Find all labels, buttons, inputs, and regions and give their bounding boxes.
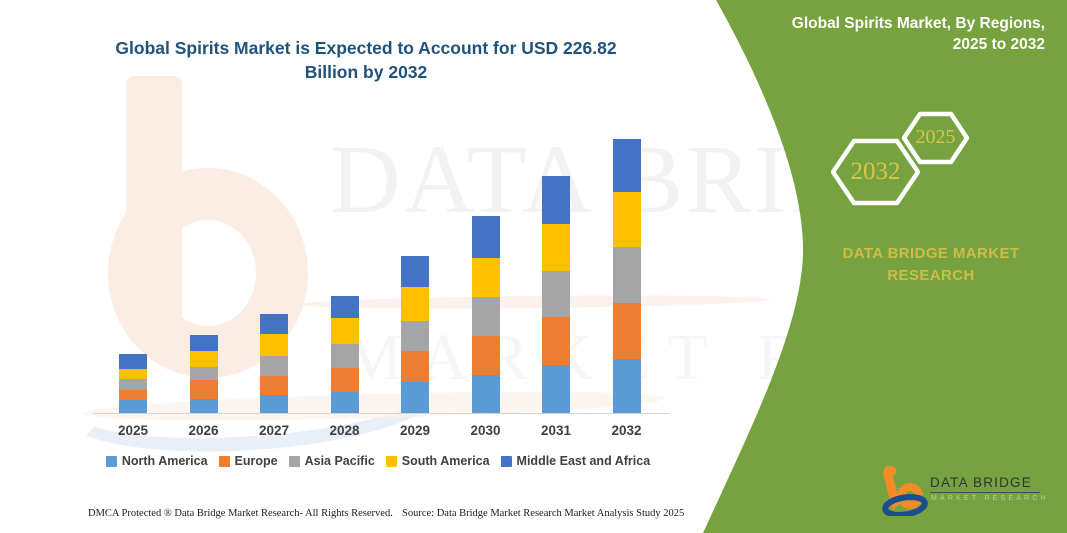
- legend-item-south-america: South America: [385, 454, 490, 468]
- bar-segment-2026-middle-east-and-africa: [189, 334, 218, 351]
- footer-source-text: Source: Data Bridge Market Research Mark…: [402, 508, 685, 519]
- bar-segment-2031-south-america: [542, 223, 570, 271]
- bar-segment-2025-south-america: [119, 368, 147, 380]
- bar-segment-2032-asia-pacific: [612, 246, 641, 303]
- panel-heading-line1: Global Spirits Market, By Regions,: [791, 15, 1045, 32]
- legend-marker-north-america: [105, 455, 117, 467]
- bar-segment-2031-asia-pacific: [542, 270, 570, 318]
- legend-label-north-america: North America: [121, 454, 208, 468]
- panel-heading: Global Spirits Market, By Regions, 2025 …: [745, 13, 1045, 55]
- legend-marker-asia-pacific: [288, 455, 300, 467]
- bar-segment-2028-middle-east-and-africa: [330, 296, 359, 318]
- chart-title: Global Spirits Market is Expected to Acc…: [88, 36, 644, 84]
- bar-segment-2027-south-america: [260, 333, 288, 357]
- bar-segment-2029-europe: [401, 351, 429, 383]
- legend-item-europe: Europe: [218, 454, 278, 468]
- footer-dmca-text: DMCA Protected ® Data Bridge Market Rese…: [88, 508, 393, 519]
- bar-segment-2031-north-america: [542, 364, 570, 413]
- badge-year-2032: 2032: [850, 158, 901, 185]
- bar-segment-2031-europe: [542, 317, 570, 365]
- bar-segment-2030-south-america: [471, 258, 500, 298]
- x-axis-label-2032: 2032: [611, 423, 642, 438]
- bar-segment-2025-north-america: [119, 399, 147, 413]
- bar-segment-2026-south-america: [189, 350, 218, 367]
- bar-segment-2027-north-america: [260, 395, 288, 413]
- legend-item-north-america: North America: [105, 454, 208, 468]
- bar-segment-2032-north-america: [612, 358, 641, 413]
- bar-segment-2026-europe: [189, 380, 218, 399]
- bar-segment-2032-middle-east-and-africa: [612, 139, 641, 192]
- legend-item-middle-east-and-africa: Middle East and Africa: [500, 454, 651, 468]
- hexagon-badge-2032: [831, 138, 920, 206]
- legend-marker-middle-east-and-africa: [500, 455, 512, 467]
- x-axis-label-2031: 2031: [540, 423, 572, 438]
- x-axis-label-2030: 2030: [470, 423, 501, 438]
- bar-segment-2029-asia-pacific: [401, 321, 429, 352]
- bar-segment-2029-north-america: [401, 382, 429, 413]
- chart-legend: North America Europe Asia Pacific South Ame…: [82, 454, 674, 468]
- hexagon-badge-2025: [902, 111, 969, 165]
- logo-tagline: MARKET RESEARCH: [931, 495, 1049, 502]
- panel-brand-text: DATA BRIDGE MARKET RESEARCH: [833, 243, 1029, 287]
- x-axis-label-2026: 2026: [188, 423, 219, 438]
- bar-segment-2025-asia-pacific: [119, 379, 147, 390]
- bar-segment-2025-middle-east-and-africa: [119, 353, 147, 369]
- x-axis-line: [93, 413, 669, 414]
- panel-heading-line2: 2025 to 2032: [952, 36, 1045, 53]
- bar-segment-2028-asia-pacific: [330, 343, 359, 369]
- bar-segment-2027-asia-pacific: [260, 356, 288, 377]
- badge-year-2025: 2025: [915, 126, 956, 148]
- logo-wordmark: DATA BRIDGE: [930, 475, 1040, 493]
- bar-segment-2029-middle-east-and-africa: [401, 256, 429, 287]
- legend-item-asia-pacific: Asia Pacific: [288, 454, 375, 468]
- data-bridge-logo-icon: [882, 466, 928, 516]
- bar-segment-2026-north-america: [189, 398, 218, 413]
- chart-title-line2: Billion by 2032: [304, 62, 428, 82]
- legend-label-asia-pacific: Asia Pacific: [304, 454, 375, 468]
- bar-segment-2028-north-america: [330, 392, 359, 413]
- x-axis-label-2025: 2025: [117, 423, 149, 438]
- legend-label-europe: Europe: [234, 454, 278, 468]
- bar-segment-2030-middle-east-and-africa: [471, 216, 500, 259]
- x-axis-label-2029: 2029: [399, 423, 431, 438]
- legend-label-middle-east-and-africa: Middle East and Africa: [516, 454, 651, 468]
- bar-segment-2030-north-america: [471, 374, 500, 413]
- bar-segment-2030-asia-pacific: [471, 297, 500, 336]
- bar-segment-2027-middle-east-and-africa: [260, 314, 288, 334]
- chart-title-line1: Global Spirits Market is Expected to Acc…: [115, 38, 617, 58]
- x-axis-label-2027: 2027: [258, 423, 290, 438]
- bar-segment-2029-south-america: [401, 286, 429, 322]
- bar-segment-2032-south-america: [612, 191, 641, 247]
- bar-segment-2028-south-america: [330, 318, 359, 344]
- bar-segment-2025-europe: [119, 389, 147, 400]
- legend-marker-europe: [218, 455, 230, 467]
- bar-segment-2027-europe: [260, 376, 288, 396]
- bar-segment-2030-europe: [471, 335, 500, 375]
- bar-segment-2031-middle-east-and-africa: [542, 176, 570, 224]
- panel-brand-line1: DATA BRIDGE MARKET: [842, 245, 1020, 262]
- x-axis-label-2028: 2028: [329, 423, 360, 438]
- bar-segment-2026-asia-pacific: [189, 367, 218, 381]
- legend-label-south-america: South America: [401, 454, 490, 468]
- bar-segment-2032-europe: [612, 302, 641, 359]
- bar-segment-2028-europe: [330, 368, 359, 393]
- legend-marker-south-america: [385, 455, 397, 467]
- panel-brand-line2: RESEARCH: [887, 267, 975, 284]
